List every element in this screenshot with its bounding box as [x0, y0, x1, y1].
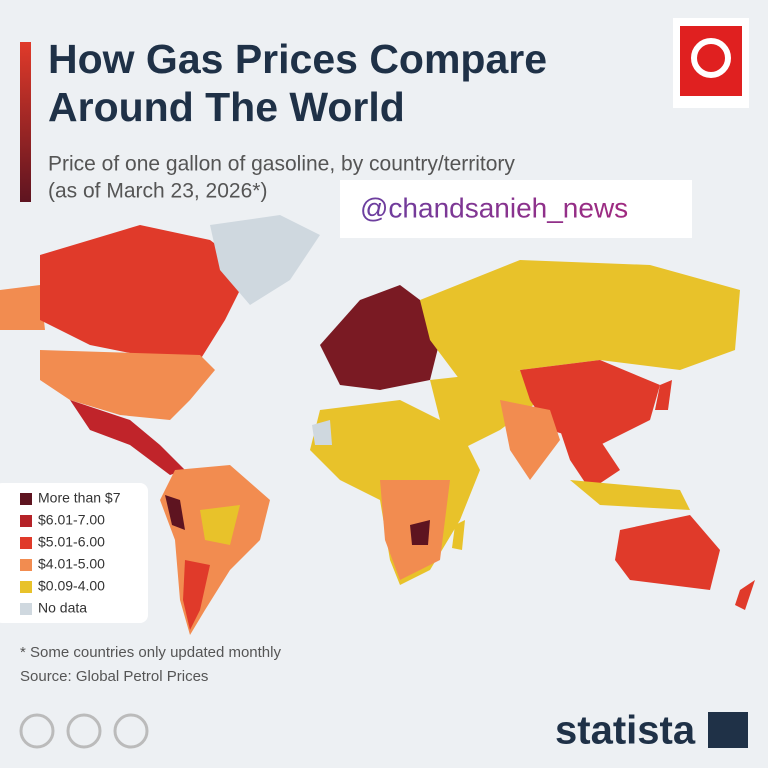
- legend-swatch: [20, 515, 32, 527]
- legend-swatch: [20, 559, 32, 571]
- watermark-box: [340, 180, 692, 238]
- brand-icon: [708, 712, 748, 748]
- map: [0, 215, 755, 635]
- legend-label: $0.09-4.00: [38, 578, 105, 594]
- legend-swatch: [20, 581, 32, 593]
- logo: [673, 18, 749, 108]
- subtitle-line: (as of March 23, 2026*): [48, 180, 267, 203]
- subtitle-line: Price of one gallon of gasoline, by coun…: [48, 153, 515, 176]
- source: Source: Global Petrol Prices: [20, 668, 208, 685]
- legend-swatch: [20, 493, 32, 505]
- title-line: How Gas Prices Compare: [48, 36, 547, 82]
- legend: More than $7 $6.01-7.00 $5.01-6.00 $4.01-5.…: [20, 490, 121, 616]
- legend-box: [0, 483, 148, 623]
- brand: statista: [555, 709, 696, 753]
- legend-swatch: [20, 603, 32, 615]
- legend-label: $4.01-5.00: [38, 556, 105, 572]
- legend-label: $5.01-6.00: [38, 534, 105, 550]
- legend-label: No data: [38, 600, 87, 616]
- license-icons: [19, 713, 149, 749]
- legend-label: $6.01-7.00: [38, 512, 105, 528]
- watermark: @chandsanieh_news: [360, 192, 628, 223]
- accent-bar: [20, 42, 31, 202]
- footnote: * Some countries only updated monthly: [20, 644, 281, 661]
- title-line: Around The World: [48, 84, 405, 130]
- legend-label: More than $7: [38, 490, 121, 506]
- legend-swatch: [20, 537, 32, 549]
